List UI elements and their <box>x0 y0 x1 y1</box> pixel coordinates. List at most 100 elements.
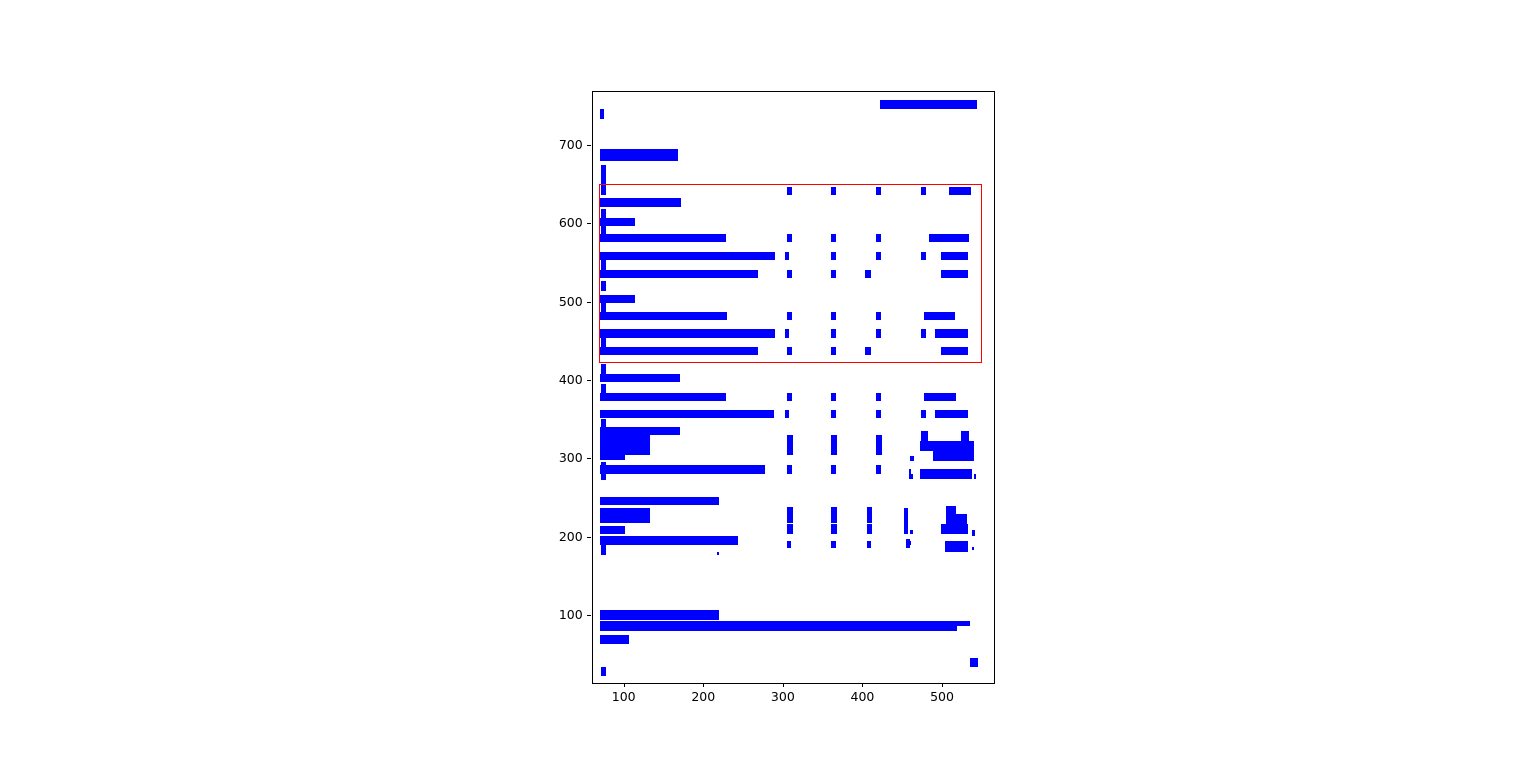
y-tick-label: 400 <box>558 371 583 387</box>
bar-rect <box>599 251 776 261</box>
bar-rect <box>787 347 792 356</box>
bar-rect <box>784 251 790 261</box>
bar-rect <box>787 524 793 535</box>
bar-rect <box>600 667 606 677</box>
bar-rect <box>600 164 606 196</box>
bar-rect <box>830 186 837 196</box>
bar-rect <box>920 251 926 261</box>
bar-rect <box>867 524 873 535</box>
bar-rect <box>787 312 792 320</box>
bar-rect <box>599 149 678 161</box>
bar-rect <box>599 409 775 419</box>
bar-rect <box>970 658 979 668</box>
bar-rect <box>599 635 630 644</box>
bar-rect <box>599 233 726 243</box>
bar-rect <box>787 233 792 243</box>
bar-rect <box>865 347 871 356</box>
bar-rect <box>600 461 606 466</box>
bar-rect <box>876 233 881 243</box>
bar-rect <box>920 409 926 419</box>
bar-rect <box>919 468 972 479</box>
y-tick-label: 200 <box>558 528 583 544</box>
bar-rect <box>830 465 837 475</box>
bar-rect <box>599 465 765 475</box>
bar-rect <box>787 444 793 455</box>
y-tick-label: 100 <box>558 606 583 622</box>
bar-rect <box>876 329 881 338</box>
bar-rect <box>830 233 837 243</box>
bar-rect <box>599 269 759 279</box>
bar-rect <box>599 625 958 631</box>
bar-rect <box>867 506 873 523</box>
bar-rect <box>599 610 719 621</box>
bar-rect <box>599 427 680 435</box>
bar-rect <box>961 431 970 442</box>
x-tick-label: 500 <box>930 689 954 705</box>
bar-rect <box>830 329 837 338</box>
bar-rect <box>787 540 791 548</box>
bar-rect <box>971 546 975 551</box>
bar-rect <box>599 620 971 626</box>
bar-rect <box>876 186 881 196</box>
y-axis-tick <box>586 223 591 225</box>
bar-rect <box>940 524 969 535</box>
bar-rect <box>941 347 969 356</box>
bar-rect <box>944 540 969 552</box>
x-axis-tick <box>862 683 864 688</box>
bar-rect <box>865 269 871 279</box>
bar-rect <box>876 444 882 455</box>
bar-rect <box>830 251 837 261</box>
bar-rect <box>946 514 967 525</box>
bar-rect <box>599 444 651 456</box>
bar-rect <box>935 409 969 419</box>
plot-area <box>591 91 996 685</box>
bar-rect <box>932 451 975 461</box>
bar-rect <box>599 347 759 356</box>
bar-rect <box>599 373 681 383</box>
bar-rect <box>928 233 970 243</box>
bar-rect <box>830 409 837 419</box>
bar-rect <box>830 347 837 356</box>
x-tick-label: 200 <box>691 689 716 705</box>
bar-rect <box>600 337 606 348</box>
bar-rect <box>600 225 606 234</box>
highlight-rect <box>599 184 982 363</box>
bar-rect <box>600 419 606 428</box>
bar-rect <box>599 452 626 460</box>
bar-rect <box>876 251 881 261</box>
x-axis-tick <box>703 683 705 688</box>
bar-rect <box>941 269 969 279</box>
x-tick-label: 400 <box>850 689 875 705</box>
y-axis-tick <box>586 301 591 303</box>
bar-rect <box>949 186 971 196</box>
bar-rect <box>599 507 651 524</box>
bar-rect <box>974 474 976 479</box>
y-axis-tick <box>586 379 591 381</box>
bar-rect <box>923 392 956 402</box>
bar-rect <box>908 540 911 546</box>
x-tick-label: 300 <box>770 689 795 705</box>
y-axis-tick <box>586 145 591 147</box>
bar-rect <box>599 434 651 445</box>
bar-rect <box>600 471 606 481</box>
x-axis-tick <box>623 683 625 688</box>
bar-rect <box>600 363 606 374</box>
bar-rect <box>830 506 838 523</box>
bar-rect <box>830 312 837 320</box>
bar-rect <box>905 539 910 548</box>
bar-rect <box>599 312 727 320</box>
bar-rect <box>599 294 636 303</box>
y-tick-label: 500 <box>558 293 583 309</box>
bar-rect <box>599 218 636 226</box>
y-axis-tick <box>586 536 591 538</box>
bar-rect <box>600 209 606 219</box>
bar-rect <box>876 465 881 475</box>
bar-rect <box>599 329 776 338</box>
bar-rect <box>904 507 908 535</box>
bar-rect <box>830 269 837 279</box>
bar-rect <box>876 409 881 419</box>
bar-rect <box>787 186 792 196</box>
x-axis-tick <box>942 683 944 688</box>
bar-rect <box>830 524 838 535</box>
